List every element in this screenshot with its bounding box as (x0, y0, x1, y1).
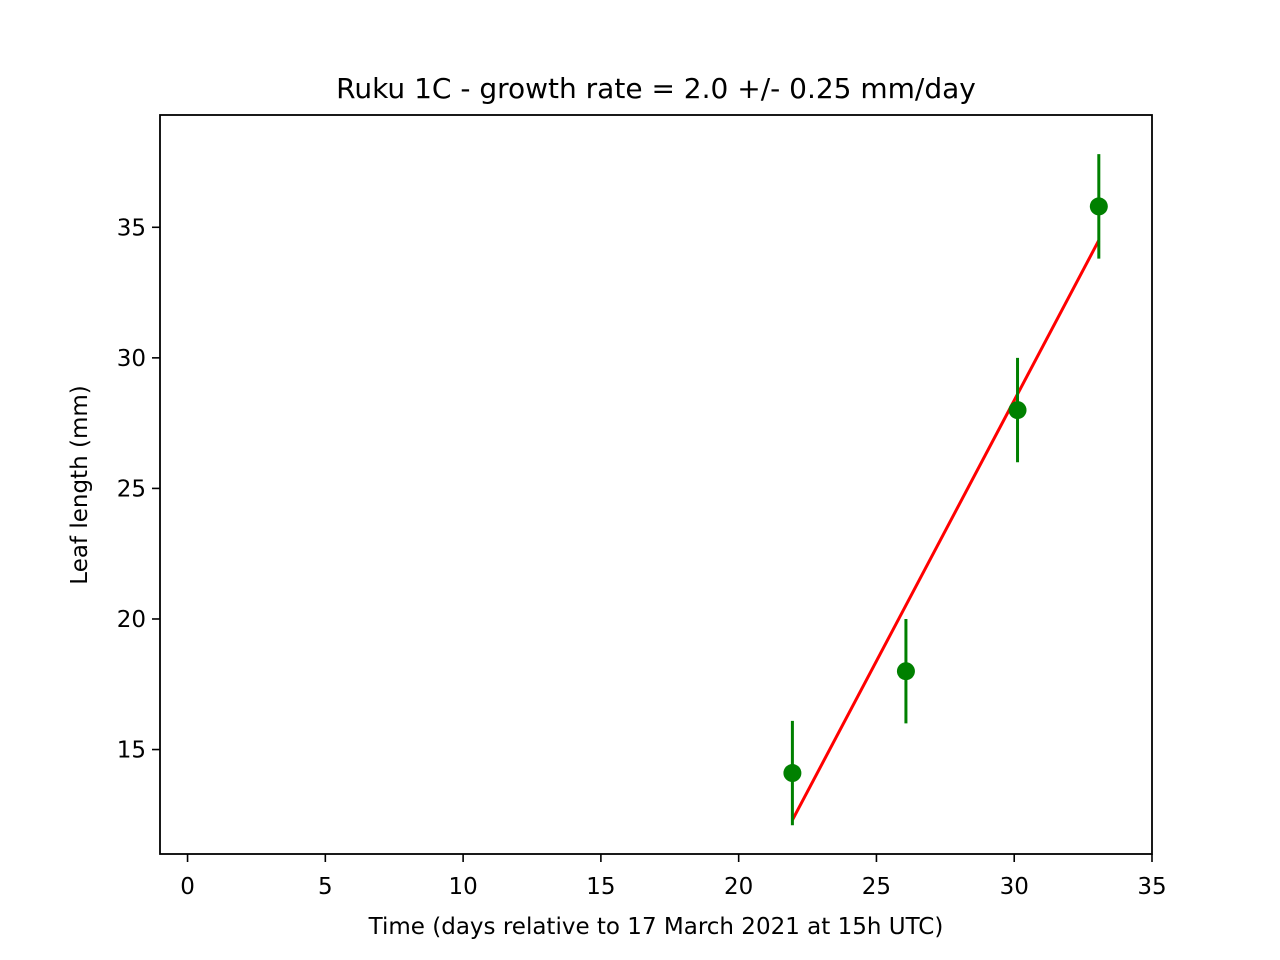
x-tick-label-20: 20 (724, 874, 753, 900)
y-tick-label-25: 25 (117, 476, 146, 502)
data-point-1 (783, 764, 802, 783)
y-axis-label: Leaf length (mm) (67, 385, 93, 584)
x-tick-label-30: 30 (1000, 874, 1029, 900)
x-axis-label: Time (days relative to 17 March 2021 at … (368, 914, 944, 940)
data-point-3 (1008, 401, 1027, 420)
y-tick-label-15: 15 (117, 738, 146, 764)
x-tick-label-35: 35 (1137, 874, 1166, 900)
y-tick-label-35: 35 (117, 215, 146, 241)
x-tick-label-10: 10 (448, 874, 477, 900)
y-tick-label-30: 30 (117, 346, 146, 372)
chart-title: Ruku 1C - growth rate = 2.0 +/- 0.25 mm/… (336, 72, 976, 105)
y-tick-label-20: 20 (117, 607, 146, 633)
x-tick-label-15: 15 (586, 874, 615, 900)
data-point-4 (1089, 197, 1108, 216)
x-tick-label-25: 25 (862, 874, 891, 900)
axes: 0 5 10 15 20 25 30 35 15 20 25 30 35 (117, 114, 1167, 900)
plot-area (783, 154, 1108, 826)
data-point-2 (896, 662, 915, 681)
fit-line (791, 239, 1101, 821)
x-tick-label-5: 5 (318, 874, 333, 900)
axes-frame (159, 114, 1153, 855)
x-tick-label-0: 0 (180, 874, 195, 900)
